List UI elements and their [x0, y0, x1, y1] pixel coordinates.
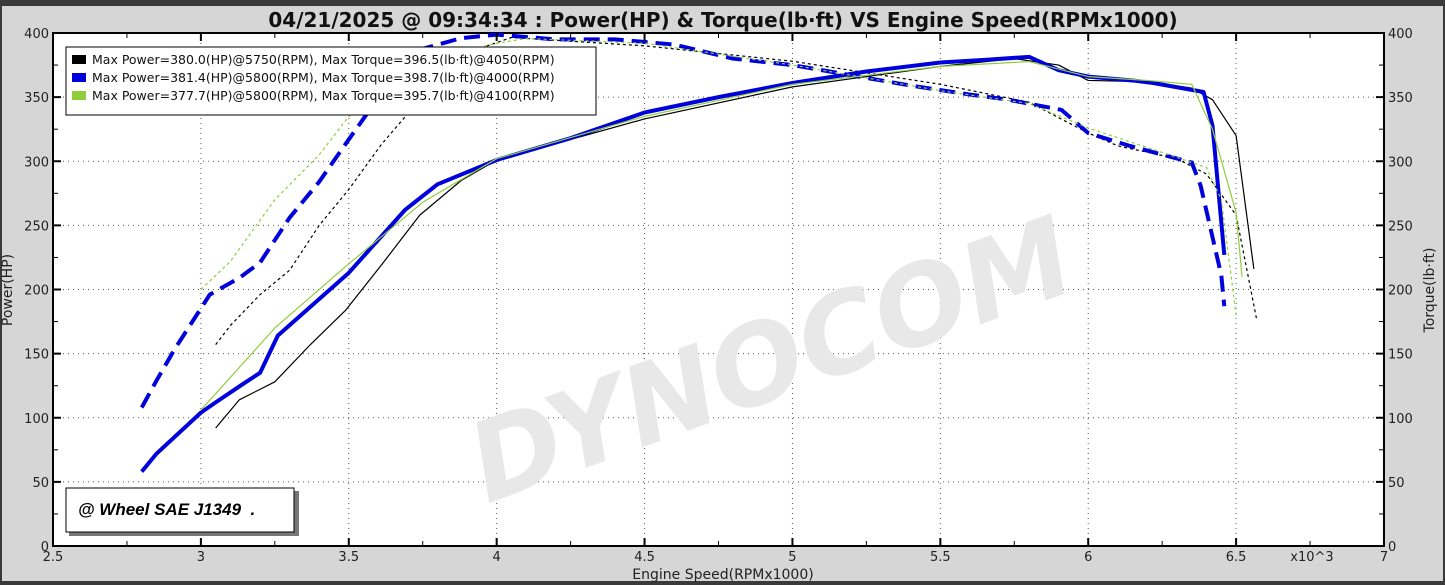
y-axis-left-label: Power(HP): [0, 254, 16, 326]
x-multiplier-label: x10^3: [1290, 550, 1333, 565]
y-left-tick-label: 350: [24, 91, 49, 106]
power-line: [140, 54, 1227, 473]
annotation-box: @ Wheel SAE J1349 .: [65, 487, 299, 536]
y-left-tick-label: 150: [24, 348, 49, 363]
y-right-tick-label: 250: [1388, 219, 1413, 234]
x-tick-label: 5.5: [930, 550, 951, 565]
y-right-tick-label: 300: [1388, 155, 1413, 170]
y-left-tick-label: 0: [41, 540, 49, 555]
annotation-text: @ Wheel SAE J1349 .: [78, 500, 255, 519]
x-tick-label: 6: [1084, 550, 1092, 565]
x-tick-label: 6.5: [1226, 550, 1247, 565]
x-tick-label: 7: [1380, 550, 1388, 565]
x-axis-label: Engine Speed(RPMx1000): [632, 567, 813, 583]
legend-label: Max Power=377.7(HP)@5800(RPM), Max Torqu…: [92, 88, 555, 103]
torque-line: [139, 32, 1227, 409]
legend-swatch: [72, 91, 86, 100]
y-right-tick-label: 100: [1388, 412, 1413, 427]
x-tick-label: 5: [788, 550, 796, 565]
x-tick-label: 4.5: [634, 550, 655, 565]
legend-swatch: [72, 73, 86, 82]
y-left-tick-label: 400: [24, 27, 49, 42]
y-left-tick-label: 50: [32, 476, 49, 491]
legend-swatch: [72, 55, 86, 64]
y-right-tick-label: 350: [1388, 91, 1413, 106]
y-right-tick-label: 0: [1388, 540, 1396, 555]
x-tick-label: 3: [197, 550, 205, 565]
y-right-tick-label: 150: [1388, 348, 1413, 363]
chart-title: 04/21/2025 @ 09:34:34 : Power(HP) & Torq…: [268, 8, 1177, 32]
torque-line: [200, 37, 1237, 316]
legend-label: Max Power=380.0(HP)@5750(RPM), Max Torqu…: [92, 52, 555, 67]
y-right-tick-label: 200: [1388, 284, 1413, 299]
y-left-tick-label: 300: [24, 155, 49, 170]
series-lines: [139, 32, 1258, 473]
x-tick-label: 4: [493, 550, 501, 565]
y-left-tick-label: 250: [24, 219, 49, 234]
y-left-tick-label: 200: [24, 284, 49, 299]
x-tick-label: 3.5: [338, 550, 359, 565]
y-axis-right-label: Torque(lb·ft): [1422, 248, 1438, 334]
power-line: [200, 60, 1243, 411]
legend: Max Power=380.0(HP)@5750(RPM), Max Torqu…: [65, 46, 597, 116]
y-right-tick-label: 400: [1388, 27, 1413, 42]
x-tick-label: 2.5: [43, 550, 64, 565]
y-right-tick-label: 50: [1388, 476, 1405, 491]
y-left-tick-label: 100: [24, 412, 49, 427]
legend-label: Max Power=381.4(HP)@5800(RPM), Max Torqu…: [92, 70, 555, 85]
